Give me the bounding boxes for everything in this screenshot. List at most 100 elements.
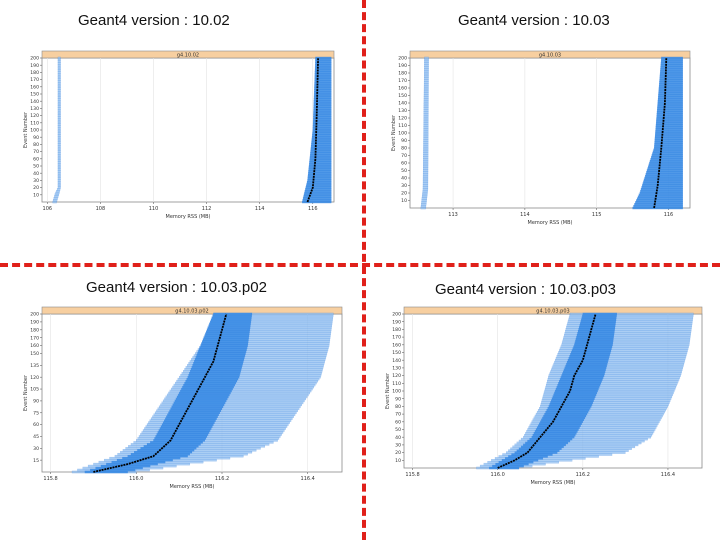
y-tick-label: 70 — [395, 412, 401, 418]
y-tick-label: 40 — [33, 171, 39, 177]
strip — [41, 306, 343, 315]
y-tick-label: 135 — [30, 363, 39, 369]
memory-chart-3: g4.10.03.p02 115.8 116.0 116.2 116.4 15 30 45 60… — [23, 306, 343, 490]
y-tick-label: 180 — [398, 71, 407, 77]
y-tick-label: 75 — [33, 410, 39, 416]
series-band — [84, 312, 253, 474]
y-tick-label: 90 — [33, 135, 39, 141]
y-tick-label: 190 — [30, 320, 39, 326]
y-tick-label: 30 — [33, 446, 39, 452]
horizontal-divider — [0, 263, 720, 267]
y-tick-label: 10 — [401, 198, 407, 204]
y-tick-label: 120 — [392, 373, 401, 379]
y-tick-label: 130 — [30, 106, 39, 112]
y-axis-label: Event Number — [391, 114, 397, 151]
y-tick-label: 140 — [30, 99, 39, 105]
series-median — [497, 313, 597, 469]
y-tick-label: 130 — [398, 108, 407, 114]
y-tick-label: 180 — [392, 327, 401, 333]
y-tick-label: 100 — [30, 128, 39, 134]
x-axis-label: Memory RSS (MB) — [528, 220, 573, 226]
strip-label: g4.10.03.p03 — [536, 309, 569, 315]
data-point-row — [315, 56, 332, 60]
y-tick-label: 110 — [392, 381, 401, 387]
x-tick-label: 116 — [664, 212, 674, 218]
y-tick-label: 20 — [401, 191, 407, 197]
strip — [403, 306, 703, 315]
x-tick-label: 108 — [96, 206, 106, 212]
y-tick-label: 120 — [398, 116, 407, 122]
y-tick-label: 170 — [30, 335, 39, 341]
y-tick-label: 50 — [401, 168, 407, 174]
y-tick-label: 170 — [392, 335, 401, 341]
y-axis-label: Event Number — [23, 111, 29, 148]
y-tick-label: 60 — [401, 161, 407, 167]
y-tick-label: 20 — [33, 185, 39, 191]
y-tick-label: 80 — [395, 404, 401, 410]
y-tick-label: 30 — [395, 443, 401, 449]
y-axis-label: Event Number — [23, 374, 29, 411]
y-tick-label: 105 — [30, 387, 39, 393]
strip-label: g4.10.03 — [539, 53, 561, 59]
x-tick-label: 114 — [520, 212, 530, 218]
strip-label: g4.10.02 — [177, 53, 199, 59]
y-tick-label: 60 — [395, 419, 401, 425]
y-tick-label: 200 — [30, 56, 39, 62]
y-tick-label: 200 — [398, 56, 407, 62]
series-band — [488, 312, 618, 470]
y-tick-label: 40 — [401, 176, 407, 182]
y-tick-label: 140 — [392, 358, 401, 364]
y-tick-label: 70 — [33, 149, 39, 155]
series-median — [306, 57, 319, 203]
series-outlier — [420, 56, 429, 210]
x-tick-label: 113 — [448, 212, 458, 218]
y-tick-label: 180 — [30, 70, 39, 76]
y-tick-label: 150 — [392, 350, 401, 356]
y-tick-label: 170 — [30, 77, 39, 83]
data-point-row — [661, 56, 683, 60]
x-tick-label: 116.4 — [301, 476, 315, 482]
series-median — [93, 313, 228, 473]
x-tick-label: 116.0 — [129, 476, 143, 482]
y-tick-label: 20 — [395, 450, 401, 456]
panel-heading-1: Geant4 version : 10.02 — [78, 12, 230, 29]
y-axis-label: Event Number — [385, 372, 391, 409]
y-tick-label: 110 — [30, 120, 39, 126]
series-outer — [476, 312, 694, 470]
y-tick-label: 200 — [30, 312, 39, 318]
series-band — [301, 56, 332, 204]
strip-label: g4.10.03.p02 — [175, 309, 208, 315]
x-tick-label: 106 — [43, 206, 53, 212]
y-tick-label: 10 — [33, 192, 39, 198]
y-tick-label: 150 — [30, 92, 39, 98]
x-tick-label: 116.4 — [661, 472, 675, 478]
strip — [41, 50, 335, 59]
y-tick-label: 160 — [398, 86, 407, 92]
x-tick-label: 112 — [202, 206, 212, 212]
y-tick-label: 110 — [398, 123, 407, 129]
x-tick-label: 116 — [308, 206, 318, 212]
y-tick-label: 30 — [401, 183, 407, 189]
data-point-row — [57, 56, 61, 60]
y-tick-label: 90 — [395, 396, 401, 402]
y-tick-label: 190 — [398, 63, 407, 69]
y-tick-label: 80 — [401, 146, 407, 152]
x-tick-label: 115 — [592, 212, 602, 218]
y-tick-label: 100 — [398, 131, 407, 137]
plot-frame — [41, 57, 335, 203]
series-band — [632, 56, 683, 210]
y-tick-label: 150 — [398, 93, 407, 99]
y-tick-label: 80 — [33, 142, 39, 148]
y-tick-label: 160 — [30, 343, 39, 349]
y-tick-label: 160 — [30, 84, 39, 90]
median-line — [497, 313, 597, 469]
panel-heading-2: Geant4 version : 10.03 — [458, 12, 610, 29]
y-tick-label: 50 — [33, 164, 39, 170]
median-line — [306, 57, 319, 203]
x-tick-label: 114 — [255, 206, 265, 212]
y-tick-label: 10 — [395, 458, 401, 464]
y-tick-label: 170 — [398, 78, 407, 84]
y-tick-label: 90 — [401, 138, 407, 144]
y-tick-label: 140 — [398, 101, 407, 107]
